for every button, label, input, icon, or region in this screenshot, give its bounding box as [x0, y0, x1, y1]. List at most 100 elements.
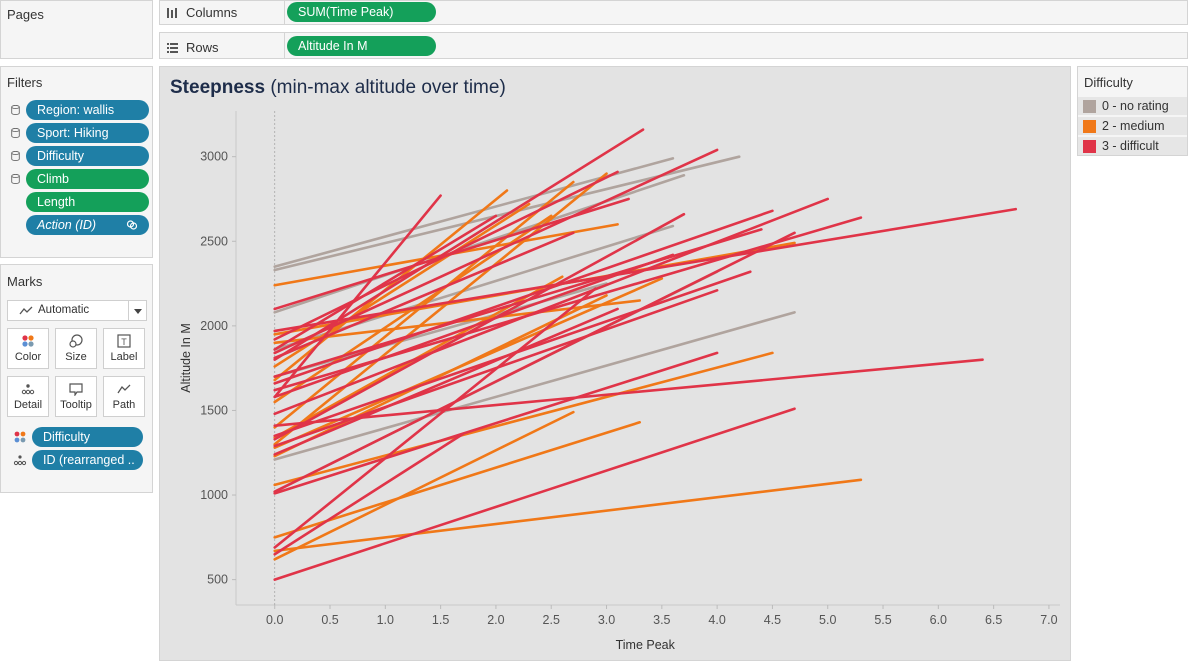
dropdown-divider	[128, 301, 129, 320]
trail-line[interactable]	[273, 231, 575, 360]
detail-button[interactable]: Detail	[7, 376, 49, 417]
y-tick-label: 1000	[200, 488, 228, 502]
viz-title-rest: (min-max altitude over time)	[265, 77, 506, 98]
x-tick-label: 5.5	[874, 613, 891, 627]
pages-title: Pages	[7, 7, 44, 22]
path-icon	[104, 382, 144, 398]
y-tick-label: 3000	[200, 150, 228, 164]
legend-item[interactable]: 2 - medium	[1078, 117, 1187, 135]
mark-button-label: Detail	[13, 399, 43, 411]
trail-line[interactable]	[273, 197, 630, 311]
x-tick-label: 3.5	[653, 613, 670, 627]
columns-pill[interactable]: SUM(Time Peak)	[287, 2, 436, 22]
x-tick-label: 4.5	[764, 613, 781, 627]
trail-line[interactable]	[273, 287, 597, 549]
path-button[interactable]: Path	[103, 376, 145, 417]
mark-button-label: Color	[14, 351, 42, 363]
shelf-divider	[284, 33, 285, 58]
trail-line[interactable]	[273, 351, 719, 495]
trail-line[interactable]	[273, 228, 763, 378]
chevron-down-icon	[134, 309, 142, 314]
trail-line[interactable]	[273, 294, 608, 458]
filter-pill[interactable]: Region: wallis	[26, 100, 149, 120]
viz-title: Steepness (min-max altitude over time)	[170, 77, 506, 99]
trail-line[interactable]	[273, 358, 984, 427]
filter-pill[interactable]: Action (ID)	[26, 215, 149, 235]
label-button[interactable]: T Label	[103, 328, 145, 369]
legend-item[interactable]: 3 - difficult	[1078, 137, 1187, 155]
trail-line[interactable]	[273, 253, 675, 399]
x-tick-label: 2.0	[487, 613, 504, 627]
trail-line[interactable]	[273, 214, 498, 351]
mark-type-label: Automatic	[38, 304, 90, 316]
trail-line[interactable]	[273, 432, 465, 556]
tooltip-button[interactable]: Tooltip	[55, 376, 97, 417]
filter-pill[interactable]: Length	[26, 192, 149, 212]
svg-text:T: T	[121, 337, 127, 347]
y-tick-label: 2000	[200, 319, 228, 333]
trail-line[interactable]	[273, 172, 608, 446]
trail-line[interactable]	[273, 189, 509, 382]
legend-swatch	[1083, 99, 1096, 113]
mark-button-label: Size	[65, 351, 87, 363]
trail-line[interactable]	[273, 148, 719, 355]
trail-line[interactable]	[273, 197, 830, 416]
columns-shelf[interactable]: Columns SUM(Time Peak)	[159, 0, 1188, 25]
filter-pill[interactable]: Sport: Hiking	[26, 123, 149, 143]
rows-label: Rows	[166, 40, 219, 55]
x-tick-label: 6.5	[985, 613, 1002, 627]
rows-shelf[interactable]: Rows Altitude In M	[159, 32, 1188, 59]
rows-pill[interactable]: Altitude In M	[287, 36, 436, 56]
trail-line[interactable]	[273, 307, 619, 456]
columns-icon	[167, 7, 177, 18]
filter-pill[interactable]: Climb	[26, 169, 149, 189]
trail-line[interactable]	[273, 194, 442, 399]
x-tick-label: 1.0	[377, 613, 394, 627]
x-tick-label: 2.5	[543, 613, 560, 627]
trail-line[interactable]	[273, 231, 796, 493]
y-tick-label: 1500	[200, 403, 228, 417]
pages-panel: Pages	[0, 0, 153, 59]
line-chart[interactable]: 0.0 0.5 1.0 1.5 2.0 2.5 3.0 3.5 4.0 4.5 5.0 5.5 6.0 6…	[160, 67, 1070, 660]
database-icon	[11, 151, 20, 161]
color-button[interactable]: Color	[7, 328, 49, 369]
x-tick-label: 0.5	[321, 613, 338, 627]
marks-field-pill[interactable]: Difficulty	[32, 427, 143, 447]
legend-title: Difficulty	[1084, 75, 1133, 90]
trail-line[interactable]	[273, 173, 686, 314]
trail-line[interactable]	[273, 180, 575, 429]
legend-item[interactable]: 0 - no rating	[1078, 97, 1187, 115]
marks-field-pill[interactable]: ID (rearranged ..	[32, 450, 143, 470]
trail-line[interactable]	[273, 351, 774, 487]
label-icon: T	[104, 334, 144, 350]
x-axis-title: Time Peak	[616, 638, 676, 652]
size-icon	[56, 334, 96, 350]
viz-pane: Steepness (min-max altitude over time) 0…	[159, 66, 1071, 661]
legend-swatch	[1083, 119, 1096, 133]
legend-swatch	[1083, 139, 1096, 153]
mark-button-label: Tooltip	[60, 399, 92, 411]
rows-icon	[167, 42, 178, 53]
y-axis-title: Altitude In M	[179, 323, 193, 392]
viz-title-bold: Steepness	[170, 77, 266, 98]
x-tick-label: 0.0	[266, 613, 283, 627]
trail-line[interactable]	[273, 311, 796, 461]
trail-line[interactable]	[273, 407, 796, 581]
filter-pill[interactable]: Difficulty	[26, 146, 149, 166]
trail-line[interactable]	[273, 478, 863, 553]
x-tick-label: 6.0	[930, 613, 947, 627]
legend-label: 3 - difficult	[1102, 139, 1159, 153]
detail-icon	[8, 382, 48, 398]
x-tick-label: 7.0	[1040, 613, 1057, 627]
database-icon	[11, 105, 20, 115]
trail-line[interactable]	[273, 410, 575, 561]
mark-type-select[interactable]: Automatic	[7, 300, 147, 321]
columns-label: Columns	[166, 5, 237, 20]
trail-line[interactable]	[273, 209, 774, 385]
size-button[interactable]: Size	[55, 328, 97, 369]
trail-line[interactable]	[273, 212, 686, 441]
mark-button-label: Label	[110, 351, 138, 363]
color-icon	[8, 334, 48, 350]
trail-line[interactable]	[273, 420, 642, 539]
legend-label: 2 - medium	[1102, 119, 1165, 133]
